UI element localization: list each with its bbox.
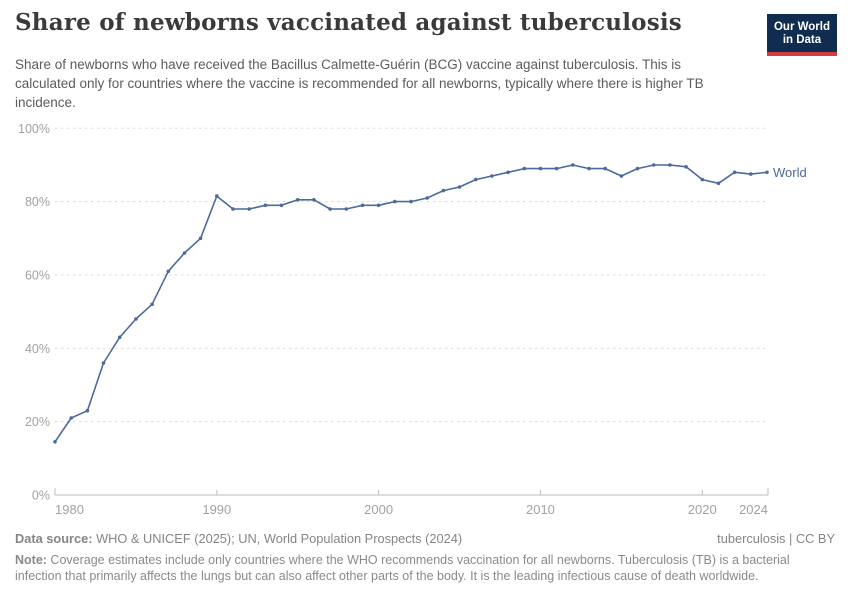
owid-logo-line1: Our World (773, 21, 830, 33)
data-point[interactable] (360, 203, 365, 208)
series-label-world[interactable]: World (773, 165, 807, 180)
data-point[interactable] (457, 185, 462, 189)
y-axis-label: 40% (25, 342, 50, 356)
data-point[interactable] (215, 194, 219, 198)
data-point[interactable] (635, 166, 640, 171)
data-point[interactable] (85, 408, 90, 413)
data-point[interactable] (198, 236, 203, 241)
y-axis-label: 80% (25, 195, 50, 209)
data-point[interactable] (134, 317, 138, 321)
data-point[interactable] (117, 335, 122, 340)
data-point[interactable] (619, 174, 624, 178)
data-point[interactable] (69, 416, 73, 420)
x-axis-label: 2010 (526, 502, 555, 517)
world-line-series[interactable] (54, 164, 768, 443)
x-axis-label: 2024 (739, 502, 768, 517)
data-point[interactable] (166, 269, 171, 274)
data-point[interactable] (554, 166, 559, 171)
data-point[interactable] (716, 181, 721, 186)
data-point[interactable] (425, 196, 430, 200)
data-point[interactable] (684, 165, 688, 169)
data-point[interactable] (344, 207, 349, 211)
data-point[interactable] (150, 302, 154, 307)
y-axis-label: 20% (25, 415, 50, 429)
data-point[interactable] (651, 163, 656, 167)
data-point[interactable] (506, 170, 510, 175)
owid-logo-line2: in Data (782, 34, 822, 46)
footnote: Note: Coverage estimates include only co… (15, 552, 835, 584)
data-point[interactable] (765, 170, 769, 175)
footnote-label: Note: (15, 553, 47, 567)
source-row: Data source: WHO & UNICEF (2025); UN, Wo… (15, 531, 835, 546)
data-point[interactable] (522, 166, 527, 171)
license-text[interactable]: tuberculosis | CC BY (717, 531, 835, 546)
data-point[interactable] (393, 199, 397, 204)
data-point[interactable] (571, 163, 575, 167)
data-point[interactable] (376, 203, 381, 208)
data-point[interactable] (538, 166, 543, 171)
data-point[interactable] (732, 170, 737, 175)
data-point[interactable] (312, 198, 316, 202)
data-point[interactable] (101, 361, 106, 365)
y-axis-label: 60% (25, 268, 50, 282)
x-axis-label: 2000 (364, 502, 393, 517)
y-axis-label: 100% (18, 122, 50, 136)
chart-subtitle: Share of newborns who have received the … (15, 57, 704, 110)
chart-footer: Data source: WHO & UNICEF (2025); UN, Wo… (15, 531, 835, 584)
data-point[interactable] (295, 198, 300, 202)
data-point[interactable] (263, 203, 268, 208)
data-point[interactable] (587, 166, 591, 171)
data-point[interactable] (328, 207, 332, 211)
data-point[interactable] (231, 207, 235, 211)
x-axis-label: 1980 (55, 502, 84, 517)
footnote-text: Coverage estimates include only countrie… (15, 553, 790, 583)
owid-logo[interactable]: Our World in Data (766, 14, 837, 56)
data-point[interactable] (247, 207, 251, 211)
data-point[interactable] (749, 172, 753, 176)
y-axis-label: 0% (32, 489, 50, 503)
data-point[interactable] (668, 163, 672, 167)
x-axis-label: 2020 (688, 502, 717, 517)
data-point[interactable] (603, 166, 607, 171)
data-point[interactable] (700, 177, 705, 182)
data-point[interactable] (409, 199, 413, 204)
data-point[interactable] (441, 188, 446, 193)
data-source-label: Data source: (15, 531, 93, 546)
data-point[interactable] (490, 174, 494, 178)
x-axis-label: 1990 (202, 502, 231, 517)
data-point[interactable] (182, 251, 187, 255)
data-source-line: Data source: WHO & UNICEF (2025); UN, Wo… (15, 531, 462, 546)
data-point[interactable] (279, 203, 284, 208)
data-point[interactable] (53, 440, 57, 444)
data-source-text[interactable]: WHO & UNICEF (2025); UN, World Populatio… (92, 531, 463, 546)
data-point[interactable] (473, 177, 478, 182)
page-title: Share of newborns vaccinated against tub… (15, 9, 682, 36)
